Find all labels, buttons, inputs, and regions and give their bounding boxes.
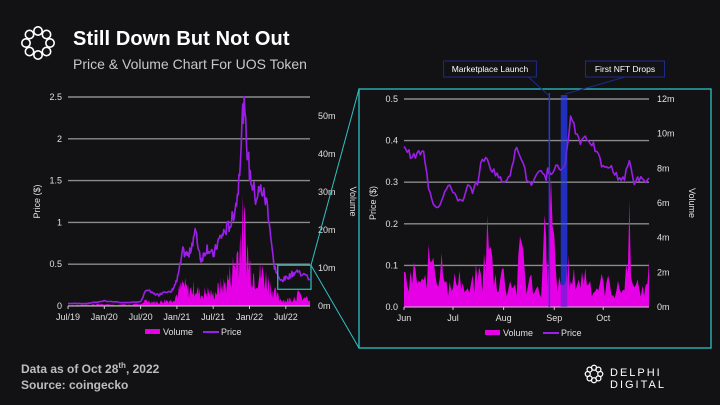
y2-tick-label: 20m — [318, 225, 336, 235]
volume-area — [404, 177, 649, 307]
data-date-note: Data as of Oct 28th, 2022 — [21, 361, 160, 376]
first-nft-drops-band-overlay — [560, 95, 568, 307]
marketplace-launch-annotation-box — [443, 60, 537, 78]
highlight-region-box — [277, 264, 312, 290]
x-tick-label: Aug — [496, 313, 512, 323]
y2-tick-label: 8m — [657, 163, 670, 173]
y-tick-label: 0.1 — [385, 260, 398, 270]
legend-volume-label: Volume — [163, 327, 193, 337]
y2-tick-label: 50m — [318, 111, 336, 121]
x-tick-label: Jul/21 — [201, 312, 225, 322]
legend-volume-swatch — [485, 330, 500, 335]
y-tick-label: 1 — [57, 217, 62, 227]
legend-volume-swatch — [145, 329, 160, 334]
first-nft-drops-annotation-leader — [565, 76, 626, 95]
y2-axis-label: Volume — [348, 186, 358, 216]
x-tick-label: Jan/21 — [163, 312, 190, 322]
y-tick-label: 0.4 — [385, 136, 398, 146]
y-tick-label: 0.5 — [49, 259, 62, 269]
y2-tick-label: 12m — [657, 94, 675, 104]
y2-tick-label: 0m — [318, 301, 331, 311]
y2-tick-label: 10m — [318, 263, 336, 273]
zoom-panel-frame — [358, 88, 712, 349]
y2-axis-label: Volume — [687, 188, 697, 218]
marketplace-launch-annotation-label: Marketplace Launch — [452, 64, 529, 74]
zoom-connector-top — [310, 88, 360, 266]
y2-tick-label: 30m — [318, 187, 336, 197]
marketplace-launch-annotation-leader — [528, 76, 550, 97]
page-subtitle: Price & Volume Chart For UOS Token — [73, 56, 307, 72]
price-line — [403, 115, 650, 209]
y2-tick-label: 10m — [657, 129, 675, 139]
x-tick-label: Oct — [596, 313, 611, 323]
y-tick-label: 2.5 — [49, 92, 62, 102]
price-line — [67, 95, 311, 305]
legend-volume-label: Volume — [503, 328, 533, 338]
zoom-connector-bottom — [310, 264, 360, 349]
brand-logo-icon — [584, 364, 604, 384]
y2-tick-label: 0m — [657, 302, 670, 312]
x-tick-label: Sep — [546, 313, 562, 323]
y-tick-label: 0.3 — [385, 177, 398, 187]
y-tick-label: 0 — [57, 301, 62, 311]
first-nft-drops-band — [560, 95, 568, 307]
y-axis-label: Price ($) — [32, 184, 42, 218]
x-tick-label: Jan/20 — [91, 312, 118, 322]
y2-tick-label: 4m — [657, 233, 670, 243]
y-tick-label: 2 — [57, 134, 62, 144]
y-tick-label: 1.5 — [49, 176, 62, 186]
x-tick-label: Jun — [397, 313, 412, 323]
page-title: Still Down But Not Out — [73, 28, 290, 50]
x-tick-label: Jan/22 — [236, 312, 263, 322]
source-note: Source: coingecko — [21, 378, 129, 392]
y-tick-label: 0.5 — [385, 94, 398, 104]
y-axis-label: Price ($) — [368, 186, 378, 220]
y-tick-label: 0.2 — [385, 219, 398, 229]
brand-name: DELPHI DIGITAL — [610, 367, 666, 391]
x-tick-label: Jul/20 — [129, 312, 153, 322]
x-tick-label: Jul/19 — [56, 312, 80, 322]
y-tick-label: 0.0 — [385, 302, 398, 312]
y2-tick-label: 2m — [657, 267, 670, 277]
y2-tick-label: 6m — [657, 198, 670, 208]
x-tick-label: Jul/22 — [274, 312, 298, 322]
legend-price-label: Price — [561, 328, 582, 338]
legend-price-label: Price — [221, 327, 242, 337]
y2-tick-label: 40m — [318, 149, 336, 159]
volume-area — [68, 193, 310, 306]
first-nft-drops-annotation-label: First NFT Drops — [595, 64, 655, 74]
delphi-knot-icon — [21, 26, 55, 60]
x-tick-label: Jul — [447, 313, 459, 323]
